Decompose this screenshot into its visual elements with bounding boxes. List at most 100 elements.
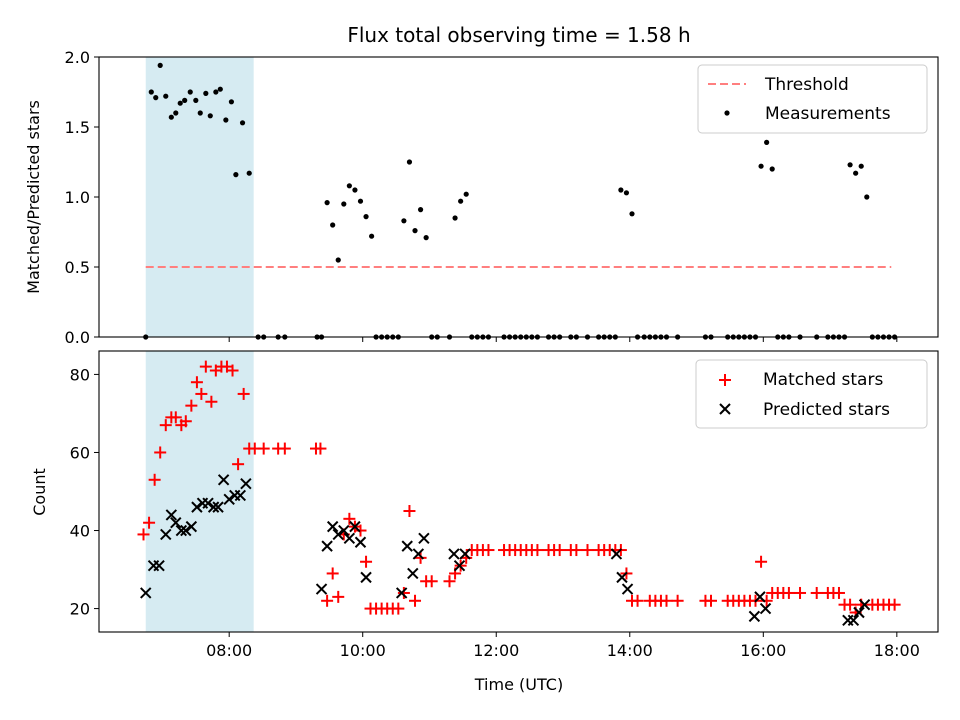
measurement-point (452, 215, 458, 221)
matched-point (660, 594, 673, 607)
matched-point (403, 505, 416, 518)
matched-point (159, 419, 172, 432)
predicted-point (332, 528, 344, 541)
matched-point (482, 544, 495, 557)
matched-point (553, 544, 566, 557)
measurement-point (341, 201, 347, 207)
measurement-point (246, 170, 252, 176)
measurement-point (182, 97, 188, 103)
matched-point (343, 512, 356, 525)
predicted-point (448, 548, 460, 560)
chart-title: Flux total observing time = 1.58 h (347, 23, 690, 47)
measurement-point (217, 86, 223, 92)
measurement-point (346, 183, 352, 189)
matched-point (169, 411, 182, 424)
matched-point (425, 575, 438, 588)
predicted-point (349, 520, 361, 533)
matched-point (397, 586, 410, 599)
legend-measurements-label: Measurements (765, 104, 891, 124)
measurement-point (352, 187, 358, 193)
predicted-point (754, 591, 766, 603)
matched-point (199, 360, 212, 373)
measurement-point (758, 163, 764, 169)
predicted-point (853, 606, 865, 619)
y-tick-label: 2.0 (65, 48, 90, 67)
x-tick-label: 16:00 (740, 641, 786, 660)
predicted-point (401, 540, 413, 552)
axes-frame (98, 350, 939, 633)
matched-point (671, 594, 684, 607)
y-tick-label: 20 (70, 600, 90, 619)
predicted-point (407, 567, 419, 580)
matched-point (794, 586, 807, 599)
measurement-point (764, 139, 770, 145)
measurement-point (458, 198, 464, 204)
matched-point (326, 567, 339, 580)
y-tick-label: 0.5 (65, 258, 90, 277)
matched-point (321, 594, 334, 607)
predicted-point (140, 587, 152, 599)
matched-point (755, 555, 768, 568)
legend: Threshold Measurements (697, 64, 928, 134)
matched-point (179, 415, 192, 428)
matched-point (278, 442, 291, 455)
x-tick-label: 18:00 (874, 641, 920, 660)
predicted-point (212, 501, 224, 513)
y-axis-label: Count (30, 468, 49, 516)
predicted-point (207, 501, 220, 513)
predicted-point (418, 532, 430, 545)
legend-predicted-swatch (719, 403, 731, 415)
matched-point (232, 458, 245, 471)
matched-point (314, 442, 327, 455)
predicted-point (453, 559, 466, 572)
predicted-point (847, 614, 860, 626)
measurement-point (213, 89, 219, 95)
predicted-point (459, 548, 471, 560)
matched-point (810, 586, 823, 599)
matched-point (409, 594, 422, 607)
predicted-point (343, 532, 356, 545)
predicted-point (185, 520, 198, 533)
ratio-panel: 0.00.51.01.52.0 Matched/Predicted stars … (24, 48, 939, 347)
measurement-point (177, 100, 183, 106)
predicted-points (140, 474, 871, 626)
legend: Matched stars Predicted stars (695, 359, 928, 429)
axes-frame (98, 56, 939, 338)
measurement-point (853, 170, 859, 176)
measurement-point (847, 162, 853, 168)
measurement-point (357, 198, 364, 204)
measurement-point (223, 117, 229, 123)
measurement-point (401, 218, 407, 224)
y-axis-ticks: 20 40 60 80 (70, 365, 99, 619)
legend-threshold-label: Threshold (764, 75, 849, 95)
x-axis-ticks: 08:00 10:00 12:00 14:00 16:00 18:00 (206, 632, 920, 660)
measurement-point (858, 163, 864, 169)
measurement-point (163, 93, 169, 99)
measurement-point (153, 95, 159, 101)
legend-predicted-label: Predicted stars (763, 400, 890, 420)
matched-point (832, 586, 845, 599)
legend-matched-label: Matched stars (763, 370, 883, 390)
predicted-point (321, 540, 333, 552)
y-tick-label: 1.0 (65, 188, 90, 207)
predicted-point (616, 571, 628, 584)
predicted-point (170, 517, 182, 529)
predicted-point (160, 528, 172, 541)
matched-point (631, 594, 644, 607)
legend-matched-swatch (719, 374, 731, 386)
matched-point (705, 594, 718, 607)
measurement-point (193, 97, 199, 103)
matched-point (570, 544, 583, 557)
predicted-point (858, 598, 871, 611)
predicted-point (326, 520, 339, 533)
matched-point (190, 376, 203, 389)
matched-point (888, 598, 901, 611)
measurement-point (363, 214, 369, 220)
measurement-point (463, 191, 469, 197)
matched-point (195, 387, 208, 400)
matched-point (154, 446, 167, 459)
y-axis-ticks: 0.0 0.5 1.0 1.5 2.0 (65, 48, 99, 347)
measurement-point (629, 211, 635, 217)
